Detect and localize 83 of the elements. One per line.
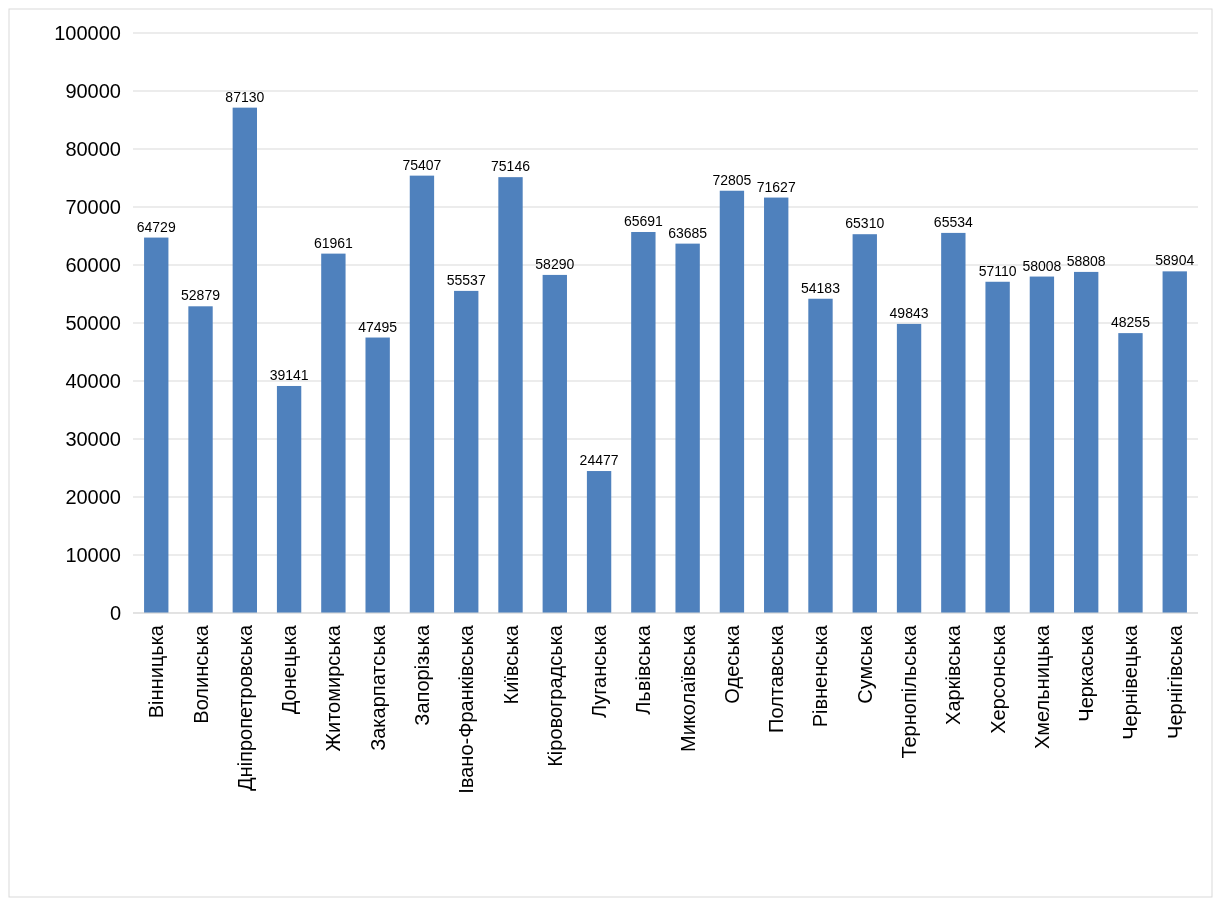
y-tick-label: 10000 bbox=[65, 544, 121, 566]
bar bbox=[144, 237, 169, 613]
bar bbox=[764, 197, 789, 613]
bar bbox=[941, 232, 966, 613]
bar bbox=[1162, 271, 1187, 613]
x-tick-label: Запорізька bbox=[410, 624, 433, 726]
data-label: 52879 bbox=[181, 287, 221, 304]
x-tick-label: Кіровоградська bbox=[543, 624, 566, 767]
bar bbox=[1118, 333, 1143, 613]
bar bbox=[188, 306, 213, 613]
bar bbox=[586, 471, 612, 613]
x-tick-label: Чернівецька bbox=[1119, 624, 1142, 740]
x-tick-label: Львівська bbox=[632, 624, 655, 715]
data-label: 64729 bbox=[136, 218, 176, 235]
x-tick-label: Хмельницька bbox=[1030, 624, 1053, 750]
x-tick-label: Миколаївська bbox=[676, 624, 699, 752]
data-label: 58008 bbox=[1022, 257, 1062, 274]
bar bbox=[808, 298, 833, 613]
x-tick-label: Донецька bbox=[278, 624, 301, 715]
y-tick-label: 80000 bbox=[65, 138, 121, 160]
x-tick-label: Черкаська bbox=[1075, 624, 1098, 722]
bar bbox=[985, 281, 1010, 613]
bar bbox=[365, 337, 390, 613]
bar bbox=[675, 243, 700, 613]
y-tick-label: 60000 bbox=[65, 254, 121, 276]
y-tick-label: 70000 bbox=[65, 196, 121, 218]
bar bbox=[409, 175, 435, 613]
data-label: 87130 bbox=[225, 88, 265, 105]
data-label: 75407 bbox=[402, 156, 442, 173]
bar bbox=[1029, 276, 1055, 613]
x-tick-label: Вінницька bbox=[145, 624, 168, 719]
x-tick-label: Харківська bbox=[942, 624, 965, 725]
bar bbox=[276, 385, 302, 613]
data-label: 65691 bbox=[623, 212, 664, 229]
data-label: 48255 bbox=[1111, 314, 1151, 331]
data-label: 61961 bbox=[313, 234, 354, 251]
x-tick-label: Івано-Франківська bbox=[455, 624, 478, 794]
y-tick-label: 90000 bbox=[65, 80, 121, 102]
data-label: 71627 bbox=[756, 178, 796, 195]
data-label: 47495 bbox=[358, 318, 398, 335]
x-tick-label: Луганська bbox=[588, 624, 611, 719]
y-tick-label: 100000 bbox=[54, 22, 121, 44]
y-tick-label: 20000 bbox=[65, 486, 121, 508]
data-label: 57110 bbox=[978, 262, 1017, 279]
data-label: 72805 bbox=[712, 171, 752, 188]
bar bbox=[1074, 271, 1099, 613]
x-tick-label: Сумська bbox=[853, 624, 876, 704]
x-tick-label: Волинська bbox=[189, 624, 212, 724]
data-label: 58904 bbox=[1155, 252, 1195, 269]
x-tick-label: Закарпатська bbox=[366, 624, 389, 751]
data-label: 58808 bbox=[1066, 252, 1106, 269]
bar bbox=[896, 323, 922, 613]
bar bbox=[498, 177, 523, 613]
bar bbox=[542, 274, 567, 613]
data-label: 54183 bbox=[801, 279, 841, 296]
bar bbox=[719, 190, 745, 613]
bar bbox=[321, 253, 346, 613]
x-tick-label: Рівненська bbox=[809, 624, 832, 728]
bar bbox=[454, 290, 479, 613]
y-tick-label: 40000 bbox=[65, 370, 121, 392]
x-tick-label: Херсонська bbox=[986, 624, 1009, 734]
x-tick-label: Київська bbox=[499, 624, 522, 705]
x-tick-label: Полтавська bbox=[765, 624, 788, 733]
data-label: 58290 bbox=[535, 255, 575, 272]
data-label: 49843 bbox=[889, 304, 929, 321]
data-label: 75146 bbox=[491, 158, 531, 175]
data-label: 39141 bbox=[269, 366, 309, 383]
x-tick-label: Чернігівська bbox=[1163, 624, 1186, 739]
y-tick-label: 50000 bbox=[65, 312, 121, 334]
bar bbox=[232, 107, 257, 613]
x-tick-label: Тернопільська bbox=[898, 624, 921, 759]
y-tick-label: 0 bbox=[109, 602, 121, 624]
x-tick-label: Одеська bbox=[720, 624, 743, 704]
x-tick-label: Дніпропетровська bbox=[233, 624, 256, 791]
data-label: 24477 bbox=[579, 452, 619, 469]
data-label: 55537 bbox=[446, 271, 486, 288]
data-label: 63685 bbox=[668, 224, 708, 241]
data-label: 65310 bbox=[845, 215, 885, 232]
y-tick-label: 30000 bbox=[65, 428, 121, 450]
x-tick-label: Житомирська bbox=[322, 624, 345, 752]
bar bbox=[631, 231, 656, 613]
bar bbox=[852, 234, 877, 613]
data-label: 65534 bbox=[933, 213, 974, 230]
